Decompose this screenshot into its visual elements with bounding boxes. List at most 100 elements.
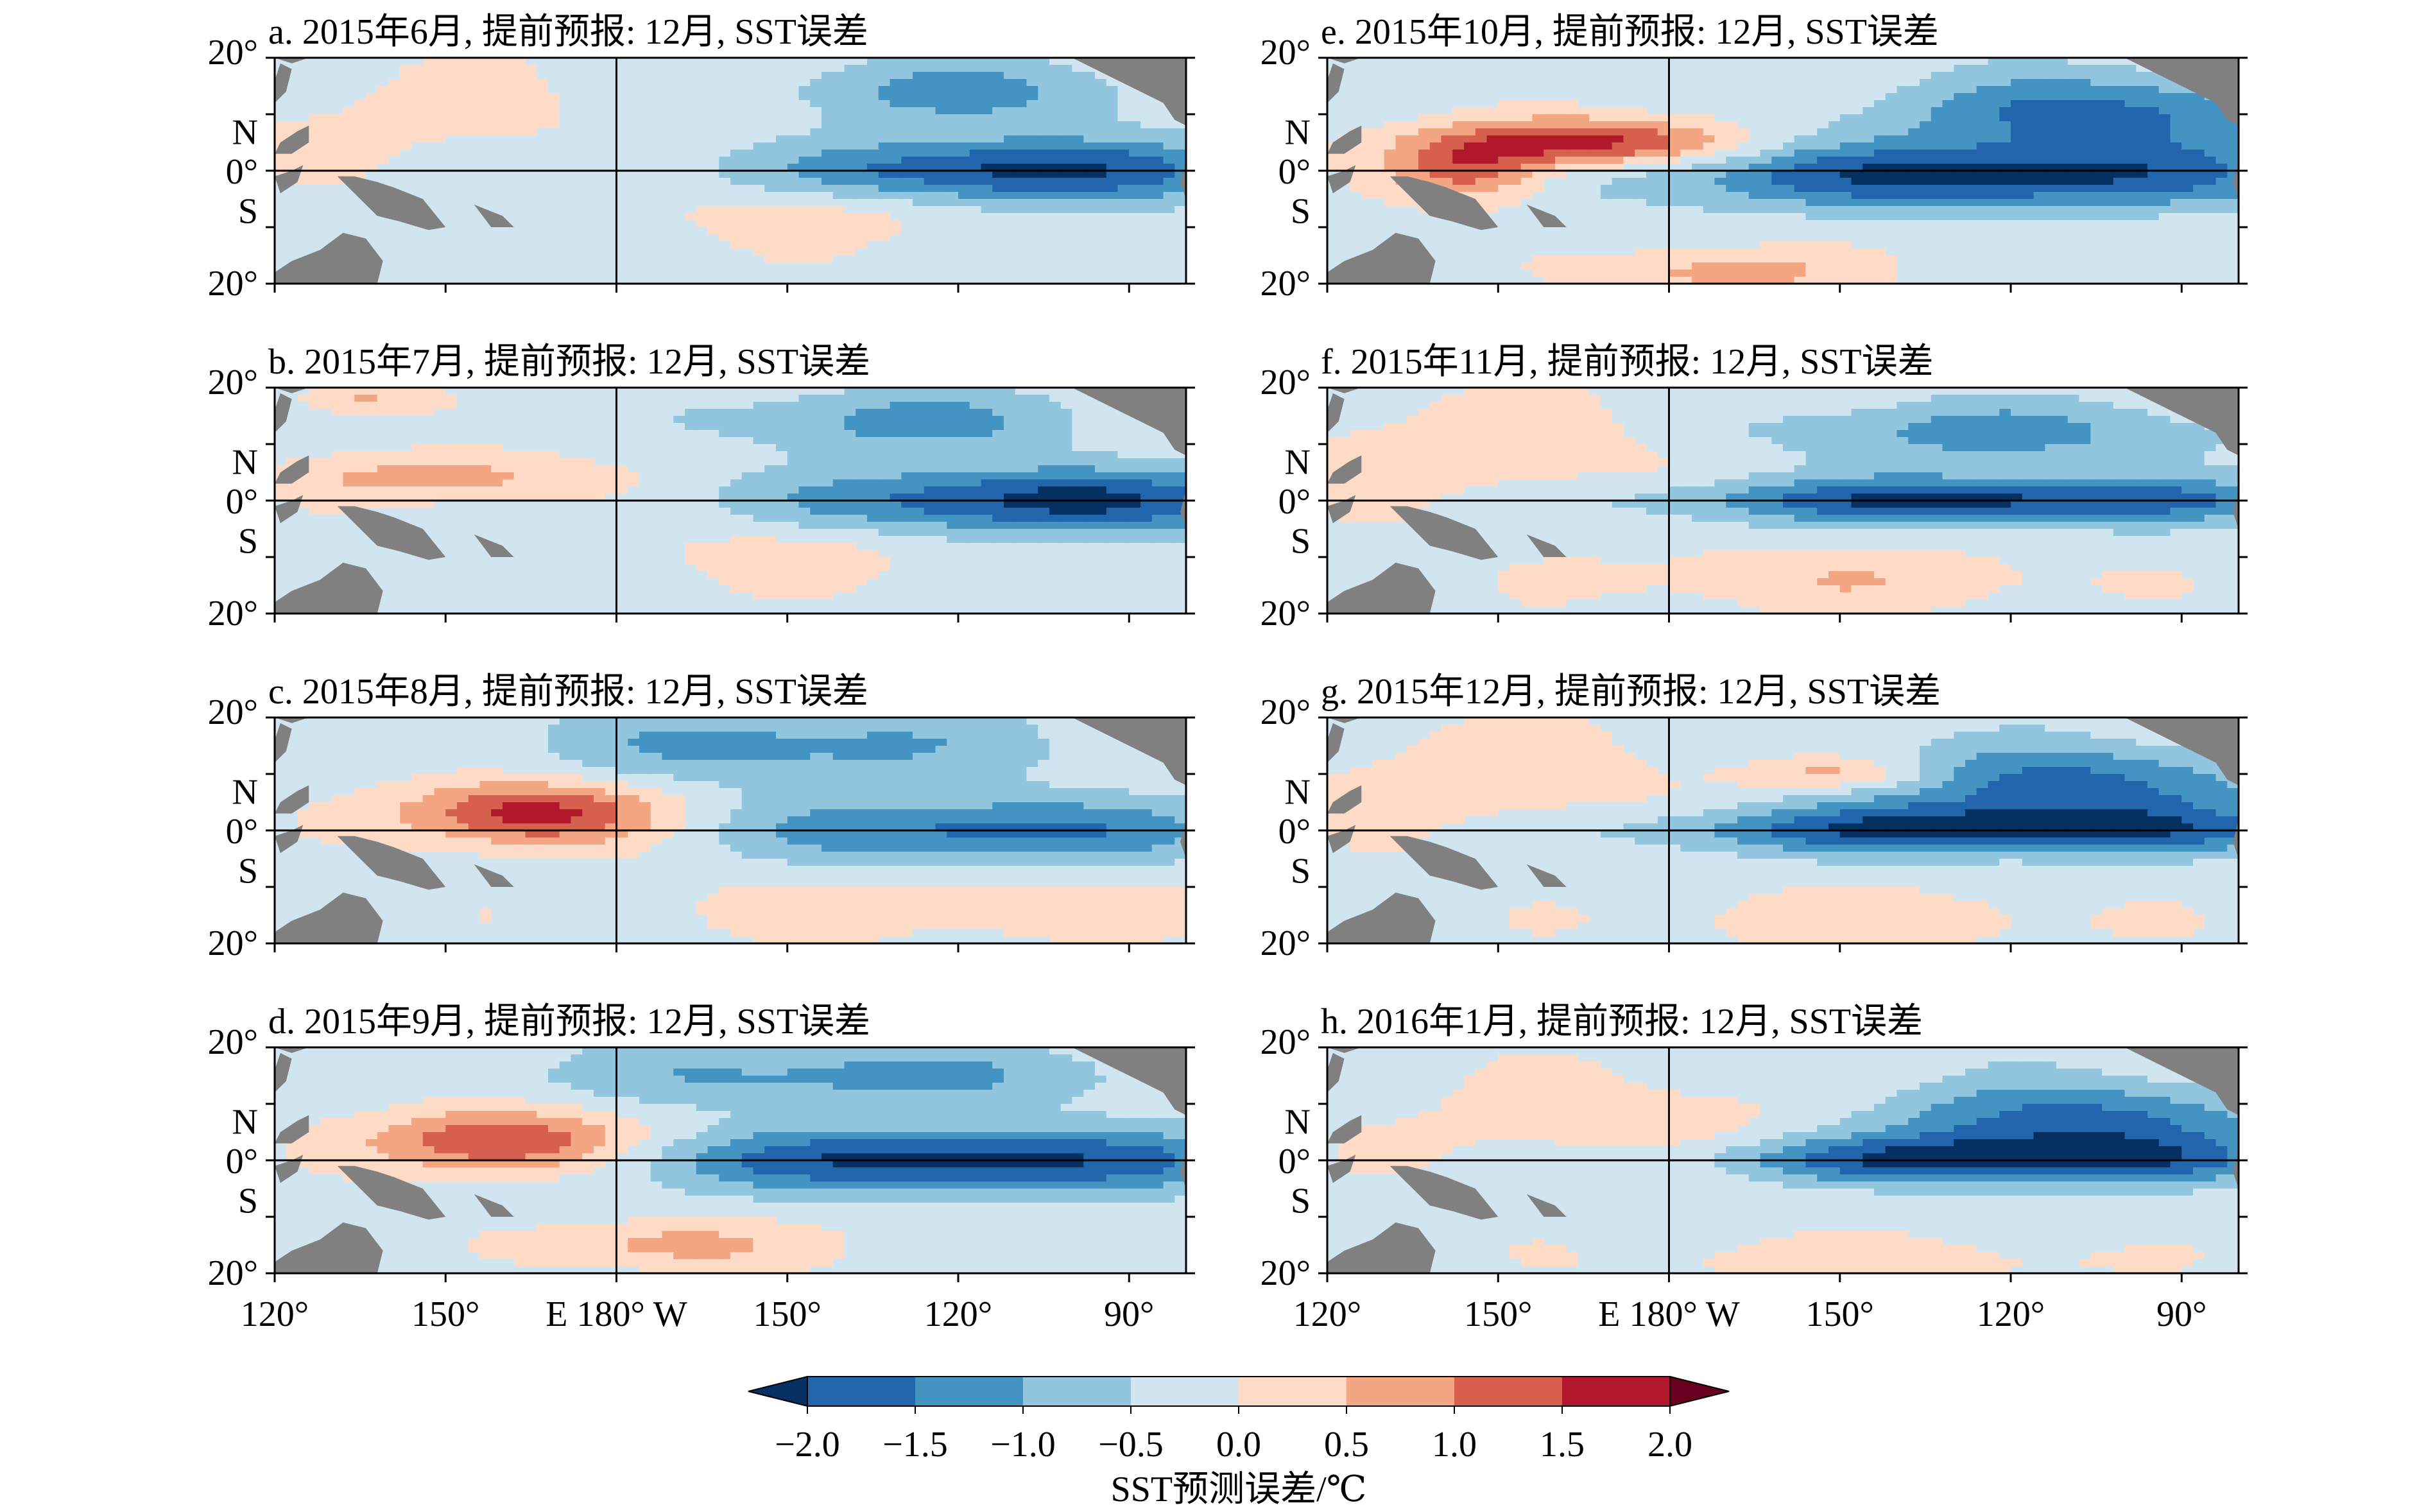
field-cell [867,486,879,494]
field-cell [445,150,457,157]
field-cell [799,121,811,129]
field-cell [639,451,651,459]
field-cell [764,529,776,537]
field-cell [822,128,833,136]
field-cell [1152,248,1164,256]
field-cell [605,100,617,108]
field-cell [992,241,1004,249]
field-cell [708,93,719,101]
field-cell [958,79,970,87]
field-cell [936,178,947,185]
field-cell [708,437,719,445]
field-cell [890,178,902,185]
field-cell [434,142,446,150]
field-cell [354,114,366,122]
field-cell [1140,107,1152,115]
field-cell [298,423,309,431]
field-cell [320,93,332,101]
field-cell [708,121,719,129]
field-cell [730,416,742,424]
field-cell [776,564,787,572]
field-cell [537,192,548,200]
field-cell [708,142,719,150]
field-cell [764,86,776,94]
field-cell [628,150,639,157]
field-cell [685,522,696,529]
field-cell [753,93,765,101]
field-cell [571,220,583,228]
field-cell [411,157,423,164]
field-cell [901,150,913,157]
field-cell [560,536,571,544]
field-cell [1061,213,1072,221]
field-cell [617,58,628,65]
field-cell [377,72,389,80]
field-cell [1106,550,1118,558]
field-cell [1083,234,1095,242]
field-cell [628,213,639,221]
field-cell [1083,543,1095,551]
field-cell [1015,522,1027,529]
field-cell [992,437,1004,445]
field-cell [1095,543,1106,551]
field-cell [787,409,799,417]
field-cell [445,550,457,558]
field-cell [605,199,617,207]
field-cell [639,557,651,565]
field-cell [1106,465,1118,473]
field-cell [571,58,583,65]
field-cell [947,501,958,508]
field-cell [890,270,902,277]
field-cell [628,79,639,87]
field-cell [662,550,674,558]
field-cell [708,444,719,452]
field-cell [742,543,753,551]
field-cell [286,437,298,445]
field-cell [787,206,799,214]
field-cell [1027,501,1038,508]
field-cell [1004,65,1015,73]
field-cell [764,423,776,431]
field-cell [400,255,411,263]
field-cell [890,234,902,242]
field-cell [1049,472,1061,480]
field-cell [560,93,571,101]
field-cell [1118,522,1130,529]
field-cell [1118,227,1130,235]
field-cell [685,585,696,593]
field-cell [400,430,411,438]
field-cell [1004,107,1015,115]
field-cell [730,142,742,150]
field-cell [434,486,446,494]
field-cell [594,578,605,586]
field-cell [970,585,981,593]
field-cell [377,135,389,143]
field-cell [879,100,890,108]
field-cell [742,522,753,529]
field-cell [651,100,662,108]
field-cell [867,444,879,452]
field-cell [537,451,548,459]
field-cell [491,241,503,249]
field-cell [708,135,719,143]
field-cell [514,150,526,157]
field-cell [810,255,822,263]
field-cell [366,65,377,73]
field-cell [822,501,833,508]
field-cell [617,543,628,551]
field-cell [332,515,343,522]
field-cell [571,192,583,200]
field-cell [810,86,822,94]
field-cell [799,515,811,522]
field-cell [651,58,662,65]
field-cell [810,220,822,228]
field-cell [332,65,343,73]
field-cell [1083,128,1095,136]
field-cell [1049,227,1061,235]
field-cell [651,508,662,515]
field-cell [981,465,993,473]
field-cell [491,58,503,65]
field-cell [913,416,924,424]
field-cell [514,248,526,256]
